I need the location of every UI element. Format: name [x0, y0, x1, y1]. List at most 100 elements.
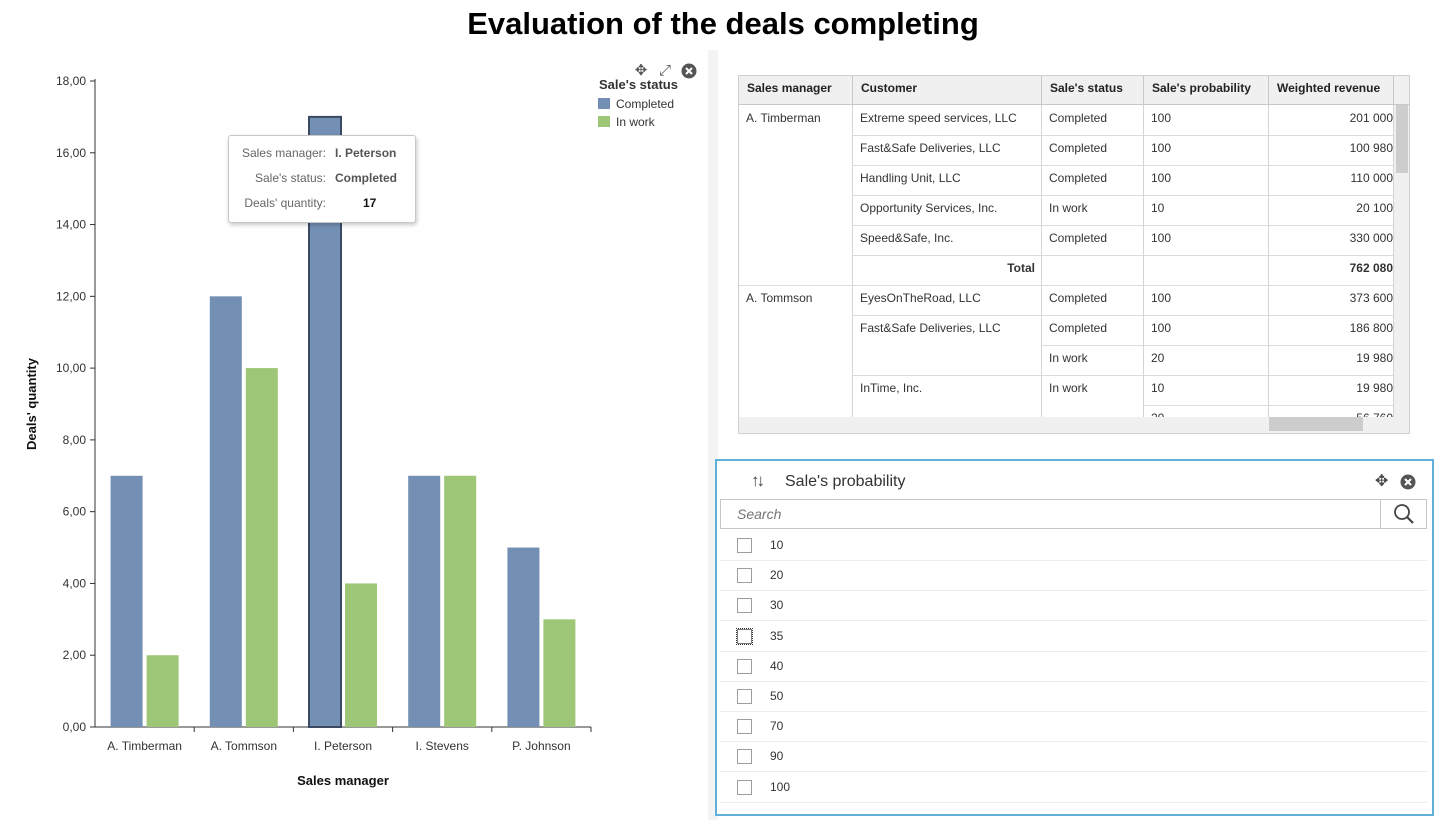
bar-completed — [110, 475, 143, 727]
table-cell: Opportunity Services, Inc. — [860, 201, 998, 215]
tooltip-value: 17 — [363, 196, 377, 210]
expand-icon[interactable]: ⤢ — [658, 62, 671, 79]
y-tick-label: 10,00 — [56, 361, 86, 375]
y-tick-label: 14,00 — [56, 218, 86, 232]
filter-option[interactable]: 30 — [720, 591, 1427, 622]
x-tick-label: I. Peterson — [314, 739, 372, 753]
filter-option[interactable]: 40 — [720, 652, 1427, 682]
search-icon — [1394, 504, 1414, 524]
table-cell: InTime, Inc. — [860, 381, 923, 395]
row-divider — [1042, 345, 1394, 346]
table-cell: A. Timberman — [746, 111, 821, 125]
option-checkbox[interactable] — [736, 627, 753, 645]
column-header[interactable]: Weighted revenue — [1269, 76, 1394, 104]
x-tick-label: A. Timberman — [107, 739, 182, 753]
y-tick-label: 16,00 — [56, 146, 86, 160]
filter-option[interactable]: 70 — [720, 712, 1427, 743]
option-label: 35 — [770, 628, 784, 643]
tooltip-value: I. Peterson — [335, 146, 397, 160]
chart-tooltip: Sales manager: I. Peterson Sale's status… — [228, 135, 416, 223]
filter-option[interactable]: 35 — [720, 622, 1427, 652]
filter-option[interactable]: 100 — [720, 773, 1427, 803]
table-cell: Completed — [1049, 321, 1108, 335]
scrollbar-thumb[interactable] — [1396, 105, 1408, 173]
filter-title: Sale's probability — [785, 473, 906, 490]
move-icon[interactable]: ✥ — [634, 62, 648, 79]
table-cell: EyesOnTheRoad, LLC — [860, 291, 981, 305]
table-cell: 100 — [1151, 291, 1172, 305]
option-label: 90 — [770, 749, 784, 764]
table-cell: Completed — [1049, 171, 1108, 185]
close-icon[interactable] — [680, 63, 698, 79]
option-checkbox[interactable] — [737, 779, 752, 795]
filter-option[interactable]: 50 — [720, 682, 1427, 712]
table-cell: Fast&Safe Deliveries, LLC — [860, 141, 1001, 155]
bar-chart: 0,00 2,00 4,00 6,00 8,00 10,00 12,00 14,00 16,00… — [24, 74, 678, 788]
table-cell: 56 760 — [1269, 406, 1393, 417]
tooltip-key: Sales manager: — [241, 146, 326, 160]
x-tick-label: I. Stevens — [416, 739, 469, 753]
table-body: A. Timberman Extreme speed services, LLC C… — [739, 105, 1394, 417]
filter-option[interactable]: 90 — [720, 742, 1427, 773]
option-checkbox[interactable] — [737, 538, 752, 553]
option-checkbox[interactable] — [737, 598, 752, 614]
column-header[interactable]: Customer — [853, 76, 1042, 104]
scrollbar-thumb[interactable] — [1269, 417, 1363, 431]
row-divider — [853, 225, 1394, 226]
column-header[interactable]: Sales manager — [739, 76, 853, 104]
tooltip-row: Sale's status: Completed — [229, 171, 415, 191]
table-cell: 201 000 — [1349, 111, 1393, 125]
page-title: Evaluation of the deals completing — [467, 6, 979, 41]
table-cell: Completed — [1049, 231, 1108, 245]
option-label: 50 — [770, 689, 784, 703]
option-checkbox[interactable] — [737, 568, 752, 584]
vertical-scrollbar[interactable] — [1394, 105, 1409, 417]
bar-completed — [209, 296, 242, 727]
table-cell: Total — [1007, 261, 1035, 275]
bar-completed — [507, 547, 540, 727]
table-cell: 100 980 — [1349, 141, 1393, 155]
move-icon[interactable]: ✥ — [1375, 473, 1389, 490]
bar-in-work — [345, 583, 377, 727]
table-cell: In work — [1049, 201, 1088, 215]
option-checkbox[interactable] — [737, 689, 752, 704]
tooltip-row: Sales manager: I. Peterson — [229, 146, 415, 166]
column-header[interactable]: Sale's probability — [1144, 76, 1269, 104]
table-cell: 186 800 — [1349, 321, 1393, 335]
y-tick-label: 2,00 — [63, 648, 87, 662]
y-tick-label: 12,00 — [56, 289, 86, 303]
option-checkbox[interactable] — [737, 719, 752, 735]
search-input[interactable] — [721, 500, 1379, 528]
y-tick-label: 4,00 — [63, 576, 87, 590]
row-divider — [853, 255, 1394, 256]
table-cell: In work — [1049, 381, 1088, 395]
bar-in-work — [444, 475, 477, 727]
sort-icon[interactable]: ↑↓ — [751, 471, 765, 490]
filter-option[interactable]: 10 — [720, 531, 1427, 561]
row-divider — [853, 135, 1394, 136]
table-cell: A. Tommson — [746, 291, 813, 305]
row-divider — [739, 285, 1394, 286]
search-box — [720, 499, 1427, 529]
pivot-table: Sales manager Customer Sale's status Sal… — [738, 75, 1410, 434]
horizontal-scrollbar[interactable] — [739, 417, 1409, 433]
legend-label: Completed — [616, 97, 674, 111]
filter-option[interactable]: 20 — [720, 561, 1427, 592]
search-button[interactable] — [1380, 500, 1427, 528]
table-cell: 20 — [1144, 406, 1261, 417]
close-icon[interactable] — [1400, 474, 1416, 495]
column-divider — [1268, 105, 1269, 417]
column-divider — [852, 105, 853, 417]
option-label: 40 — [770, 658, 784, 673]
option-label: 20 — [770, 568, 784, 583]
row-divider — [853, 195, 1394, 196]
y-axis-title: Deals' quantity — [24, 357, 39, 450]
option-checkbox[interactable] — [737, 749, 752, 765]
filter-panel: ↑↓ Sale's probability ✥ 10 20 30 35 40 50 70 90… — [715, 459, 1434, 816]
column-header[interactable]: Sale's status — [1042, 76, 1144, 104]
option-checkbox[interactable] — [737, 658, 752, 674]
table-cell: 20 — [1151, 351, 1165, 365]
tooltip-row: Deals' quantity: 17 — [229, 196, 415, 216]
table-cell: 100 — [1151, 111, 1172, 125]
tooltip-key: Sale's status: — [255, 171, 326, 185]
